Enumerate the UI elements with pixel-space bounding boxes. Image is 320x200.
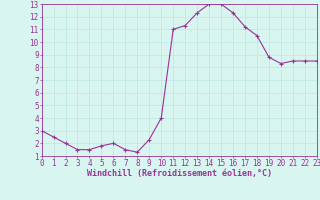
X-axis label: Windchill (Refroidissement éolien,°C): Windchill (Refroidissement éolien,°C) (87, 169, 272, 178)
